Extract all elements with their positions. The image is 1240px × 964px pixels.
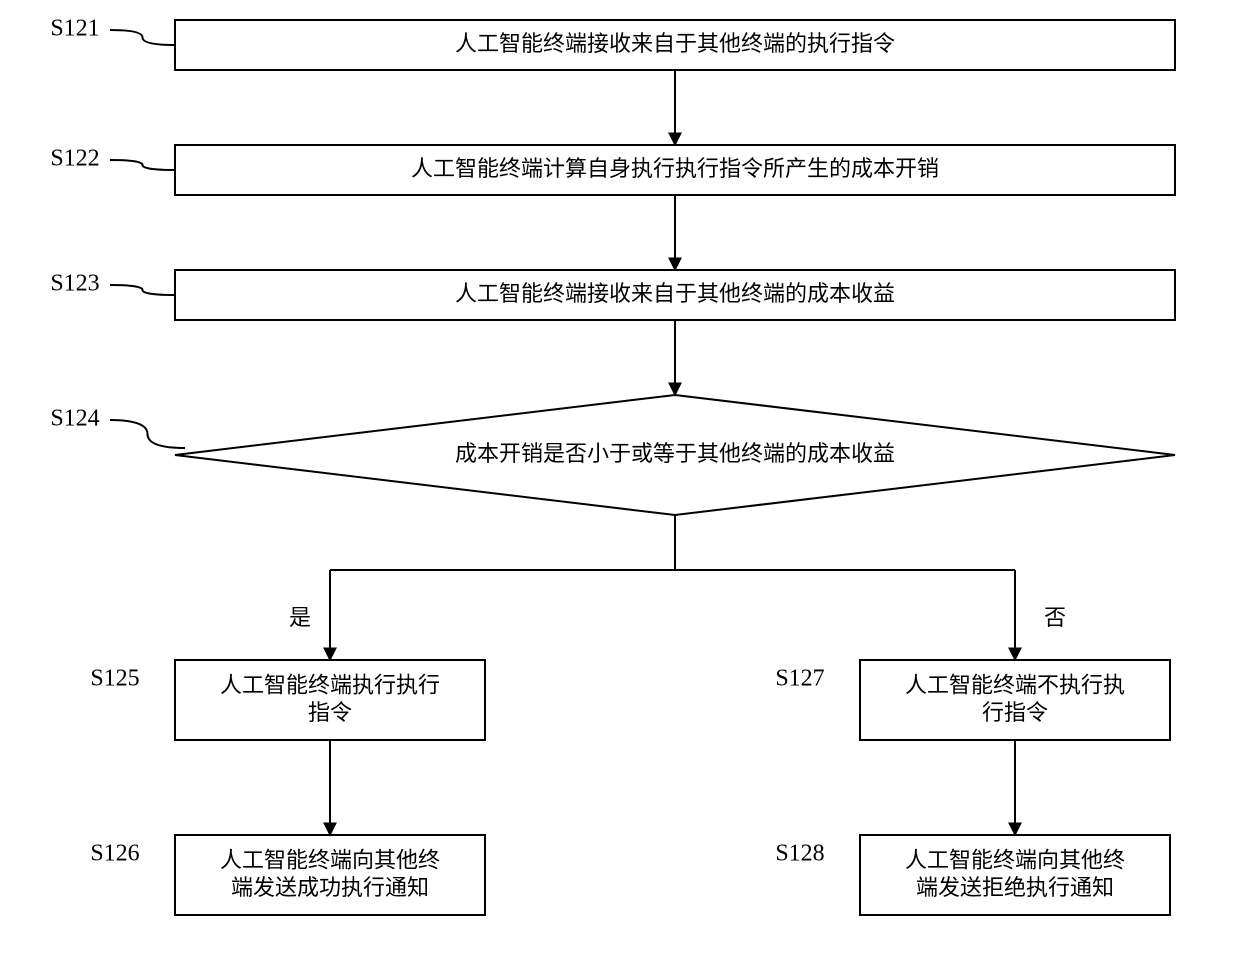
step-label-s122: S122 [50, 146, 99, 172]
branch-label-yes: 是 [289, 605, 311, 630]
box-s125-text: 人工智能终端执行执行指令 [220, 672, 440, 725]
step-label-s121: S121 [50, 16, 99, 42]
box-s123-text: 人工智能终端接收来自于其他终端的成本收益 [455, 281, 895, 306]
decision-text: 成本开销是否小于或等于其他终端的成本收益 [455, 441, 895, 466]
box-s122-text: 人工智能终端计算自身执行执行指令所产生的成本开销 [411, 156, 939, 181]
box-s126-text: 人工智能终端向其他终端发送成功执行通知 [220, 847, 440, 900]
step-label-s125: S125 [90, 666, 139, 692]
box-s128-text: 人工智能终端向其他终端发送拒绝执行通知 [905, 847, 1125, 900]
leader-s122 [110, 160, 175, 170]
box-s127-text: 人工智能终端不执行执行指令 [905, 672, 1125, 725]
step-label-s127: S127 [775, 666, 824, 692]
leader-s123 [110, 285, 175, 295]
branch-label-no: 否 [1044, 605, 1066, 630]
leader-s121 [110, 30, 175, 45]
step-label-s128: S128 [775, 841, 824, 867]
step-label-s126: S126 [90, 841, 139, 867]
box-s121-text: 人工智能终端接收来自于其他终端的执行指令 [455, 31, 895, 56]
step-label-s124: S124 [50, 406, 99, 432]
step-label-s123: S123 [50, 271, 99, 297]
leader-s124 [110, 420, 185, 448]
